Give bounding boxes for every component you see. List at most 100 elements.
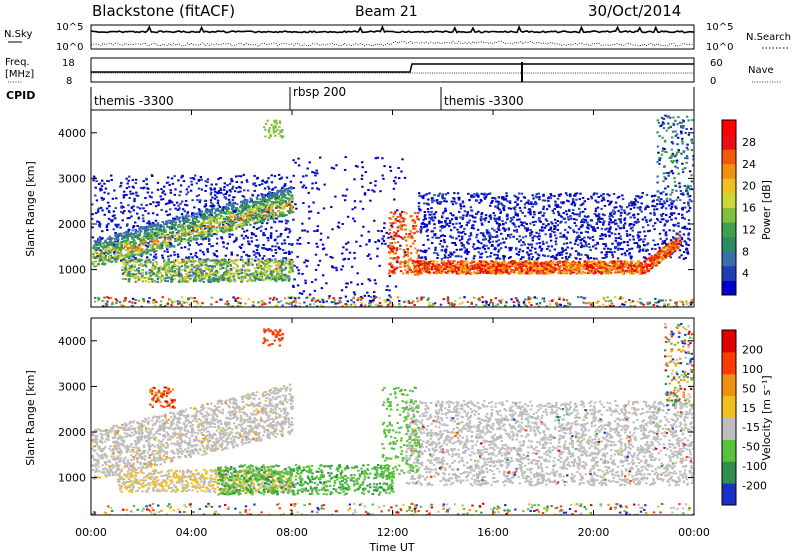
scatter-mark: [446, 222, 449, 225]
scatter-mark: [222, 223, 225, 226]
scatter-mark: [93, 262, 96, 264]
scatter-mark: [109, 219, 113, 222]
scatter-mark: [209, 220, 212, 223]
scatter-mark: [438, 192, 441, 195]
scatter-mark: [175, 233, 179, 236]
scatter-mark: [291, 206, 295, 209]
scatter-mark: [114, 224, 118, 227]
scatter-mark: [169, 241, 172, 244]
scatter-mark: [361, 166, 364, 169]
scatter-mark: [648, 219, 652, 222]
scatter-mark: [243, 189, 246, 192]
scatter-mark: [485, 193, 488, 196]
scatter-mark: [477, 195, 480, 198]
scatter-mark: [226, 265, 229, 268]
scatter-mark: [337, 226, 341, 229]
scatter-mark: [430, 230, 433, 233]
scatter-mark: [127, 268, 130, 270]
scatter-mark: [497, 200, 500, 203]
scatter-mark: [228, 189, 232, 192]
scatter-mark: [267, 211, 270, 214]
scatter-mark: [263, 271, 266, 274]
scatter-mark: [280, 196, 283, 199]
scatter-mark: [144, 280, 148, 282]
scatter-mark: [231, 187, 234, 190]
scatter-mark: [267, 197, 270, 199]
scatter-mark: [255, 216, 258, 219]
scatter-mark: [513, 194, 516, 197]
scatter-mark: [616, 257, 620, 260]
scatter-mark: [191, 260, 194, 263]
scatter-mark: [126, 259, 129, 262]
scatter-mark: [190, 180, 193, 183]
scatter-mark: [476, 228, 480, 231]
scatter-mark: [196, 213, 199, 216]
scatter-mark: [373, 219, 376, 222]
scatter-mark: [418, 194, 421, 197]
scatter-mark: [240, 280, 243, 283]
scatter-mark: [472, 220, 475, 223]
scatter-mark: [212, 276, 215, 279]
scatter-mark: [267, 199, 270, 202]
scatter-mark: [144, 264, 147, 266]
scatter-mark: [231, 206, 234, 209]
scatter-mark: [643, 244, 646, 247]
scatter-mark: [280, 220, 283, 223]
scatter-mark: [270, 174, 273, 177]
scatter-mark: [591, 245, 595, 248]
scatter-mark: [308, 293, 312, 296]
scatter-mark: [150, 246, 153, 249]
scatter-mark: [281, 277, 284, 280]
scatter-mark: [479, 219, 483, 222]
scatter-mark: [161, 198, 165, 201]
scatter-mark: [143, 240, 147, 242]
scatter-mark: [642, 248, 645, 251]
scatter-mark: [113, 246, 117, 249]
scatter-mark: [389, 169, 393, 172]
scatter-mark: [431, 242, 434, 244]
scatter-mark: [676, 196, 680, 199]
scatter-mark: [586, 221, 589, 224]
scatter-mark: [561, 235, 565, 238]
scatter-mark: [423, 225, 426, 228]
scatter-mark: [206, 210, 209, 213]
scatter-mark: [600, 233, 604, 236]
scatter-mark: [92, 253, 95, 256]
scatter-mark: [150, 234, 153, 237]
scatter-mark: [217, 178, 220, 181]
scatter-mark: [187, 224, 190, 227]
scatter-mark: [460, 242, 463, 244]
scatter-mark: [622, 224, 626, 226]
scatter-mark: [440, 221, 443, 224]
scatter-mark: [119, 233, 123, 236]
scatter-mark: [218, 278, 221, 281]
scatter-mark: [94, 250, 97, 253]
scatter-mark: [101, 253, 104, 256]
scatter-mark: [126, 250, 130, 253]
scatter-mark: [513, 229, 516, 232]
scatter-mark: [190, 213, 194, 216]
scatter-mark: [594, 199, 597, 202]
scatter-mark: [154, 219, 158, 222]
scatter-mark: [143, 235, 146, 238]
scatter-mark: [198, 213, 202, 216]
scatter-mark: [171, 266, 174, 269]
scatter-mark: [188, 256, 191, 259]
scatter-mark: [292, 218, 295, 221]
scatter-mark: [369, 257, 372, 260]
scatter-mark: [220, 215, 223, 217]
scatter-mark: [180, 238, 184, 240]
scatter-mark: [198, 201, 201, 204]
scatter-mark: [472, 257, 475, 260]
scatter-mark: [130, 272, 133, 275]
scatter-mark: [343, 168, 347, 171]
scatter-mark: [508, 201, 512, 204]
scatter-mark: [321, 243, 325, 246]
scatter-mark: [107, 222, 110, 225]
scatter-mark: [501, 204, 504, 207]
scatter-mark: [99, 187, 102, 190]
scatter-mark: [258, 215, 261, 218]
scatter-mark: [156, 271, 159, 274]
scatter-mark: [217, 191, 221, 194]
scatter-mark: [200, 188, 203, 191]
